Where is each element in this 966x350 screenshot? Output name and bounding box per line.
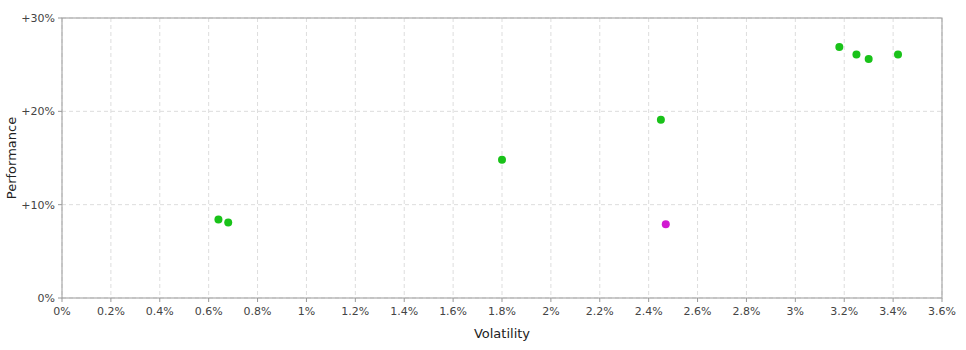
x-tick-label: 1.8% — [488, 305, 516, 318]
scatter-point — [498, 156, 506, 164]
x-grid-line — [550, 18, 551, 298]
x-tick-label: 1% — [298, 305, 315, 318]
x-grid-line — [404, 18, 405, 298]
plot-frame — [62, 18, 942, 298]
y-tick — [58, 18, 62, 19]
x-tick-label: 1.6% — [439, 305, 467, 318]
x-tick — [942, 298, 943, 302]
x-tick-label: 0.4% — [146, 305, 174, 318]
chart-container: 0% 0.2% 0.4% 0.6% 0.8% 1% 1.2% 1.4% 1.6% 1.8% 2% 2.… — [0, 0, 966, 350]
x-tick-label: 3.2% — [830, 305, 858, 318]
x-tick — [110, 298, 111, 302]
x-grid-line — [844, 18, 845, 298]
x-tick-label: 0.2% — [97, 305, 125, 318]
x-grid-line — [159, 18, 160, 298]
x-tick — [159, 298, 160, 302]
x-tick — [257, 298, 258, 302]
y-tick — [58, 111, 62, 112]
x-tick — [746, 298, 747, 302]
x-tick — [550, 298, 551, 302]
series — [214, 43, 902, 226]
x-grid-line — [648, 18, 649, 298]
scatter-point — [214, 216, 222, 224]
scatter-point — [852, 50, 860, 58]
x-tick-label: 2.4% — [635, 305, 663, 318]
x-tick — [893, 298, 894, 302]
y-grid-line — [62, 204, 942, 205]
scatter-point — [662, 220, 670, 228]
x-tick — [404, 298, 405, 302]
x-grid-line — [746, 18, 747, 298]
y-tick-label: +20% — [21, 105, 55, 118]
scatter-point — [894, 50, 902, 58]
y-tick-label: 0% — [38, 292, 55, 305]
x-tick-label: 1.4% — [390, 305, 418, 318]
scatter-point — [657, 116, 665, 124]
x-grid-line — [599, 18, 600, 298]
x-tick-label: 2% — [542, 305, 559, 318]
x-tick — [648, 298, 649, 302]
grid — [62, 18, 942, 298]
x-tick-label: 0.6% — [195, 305, 223, 318]
scatter-point — [835, 43, 843, 51]
x-tick — [697, 298, 698, 302]
x-axis-label: Volatility — [474, 326, 530, 341]
x-grid-line — [208, 18, 209, 298]
axes: 0% 0.2% 0.4% 0.6% 0.8% 1% 1.2% 1.4% 1.6% 1.8% 2% 2.… — [21, 12, 956, 318]
series — [662, 220, 670, 228]
x-tick-label: 2.6% — [684, 305, 712, 318]
x-grid-line — [795, 18, 796, 298]
x-tick — [62, 298, 63, 302]
y-tick-label: +30% — [21, 12, 55, 25]
x-grid-line — [697, 18, 698, 298]
y-grid-line — [62, 111, 942, 112]
x-tick-label: 1.2% — [341, 305, 369, 318]
x-tick — [208, 298, 209, 302]
x-grid-line — [306, 18, 307, 298]
x-tick — [355, 298, 356, 302]
x-grid-line — [257, 18, 258, 298]
x-tick-label: 3.4% — [879, 305, 907, 318]
x-tick — [795, 298, 796, 302]
y-tick — [58, 298, 62, 299]
x-tick-label: 2.8% — [732, 305, 760, 318]
x-tick-label: 3% — [787, 305, 804, 318]
x-grid-line — [893, 18, 894, 298]
chart-svg: 0% 0.2% 0.4% 0.6% 0.8% 1% 1.2% 1.4% 1.6% 1.8% 2% 2.… — [0, 0, 966, 350]
data-points — [214, 43, 902, 228]
x-tick-label: 0.8% — [244, 305, 272, 318]
x-tick — [502, 298, 503, 302]
y-tick-label: +10% — [21, 199, 55, 212]
scatter-point — [865, 55, 873, 63]
y-tick — [58, 204, 62, 205]
x-grid-line — [355, 18, 356, 298]
x-tick — [599, 298, 600, 302]
x-tick — [306, 298, 307, 302]
x-grid-line — [110, 18, 111, 298]
y-axis-label: Performance — [4, 117, 19, 199]
x-tick-label: 3.6% — [928, 305, 956, 318]
x-tick — [844, 298, 845, 302]
scatter-point — [224, 218, 232, 226]
x-grid-line — [453, 18, 454, 298]
x-tick — [453, 298, 454, 302]
x-tick-label: 2.2% — [586, 305, 614, 318]
x-tick-label: 0% — [53, 305, 70, 318]
